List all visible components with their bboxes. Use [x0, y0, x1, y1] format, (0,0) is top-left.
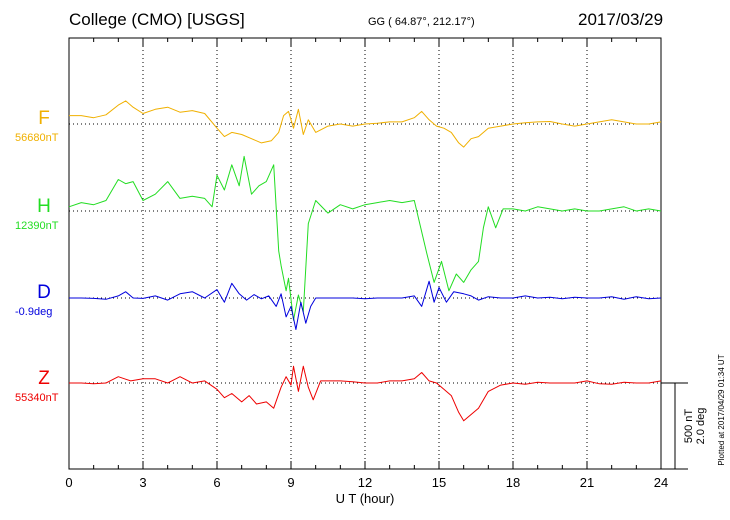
- series-name-z: Z: [38, 368, 50, 389]
- series-line-z: [69, 365, 662, 422]
- x-tick-label: 3: [139, 475, 146, 490]
- chart-date: 2017/03/29: [578, 10, 664, 29]
- x-tick-label: 9: [287, 475, 294, 490]
- x-tick-label: 6: [213, 475, 220, 490]
- series-baseline-z: 55340nT: [15, 392, 59, 404]
- series-baseline-f: 56680nT: [15, 132, 59, 144]
- series-name-d: D: [37, 282, 51, 303]
- scale-bar-label-nt: 500 nT: [683, 409, 695, 444]
- x-tick-label: 15: [432, 475, 446, 490]
- plotted-timestamp: Plotted at 2017/04/29 01:34 UT: [717, 354, 726, 465]
- series-baseline-d: -0.9deg: [15, 306, 52, 318]
- series-line-h: [68, 155, 662, 321]
- chart-title: College (CMO) [USGS]: [69, 10, 245, 29]
- x-tick-label: 18: [506, 475, 520, 490]
- x-axis-label: U T (hour): [336, 491, 395, 506]
- x-tick-label: 0: [65, 475, 72, 490]
- series-name-f: F: [38, 108, 50, 129]
- x-tick-label: 12: [358, 475, 372, 490]
- x-tick-label: 21: [580, 475, 594, 490]
- scale-bar-label-deg: 2.0 deg: [695, 408, 707, 445]
- x-tick-label: 24: [654, 475, 668, 490]
- series-baseline-h: 12390nT: [15, 220, 59, 232]
- series-line-f: [69, 100, 662, 148]
- series-name-h: H: [37, 196, 51, 217]
- series-line-d: [69, 280, 662, 330]
- station-coordinates: GG ( 64.87°, 212.17°): [368, 16, 475, 28]
